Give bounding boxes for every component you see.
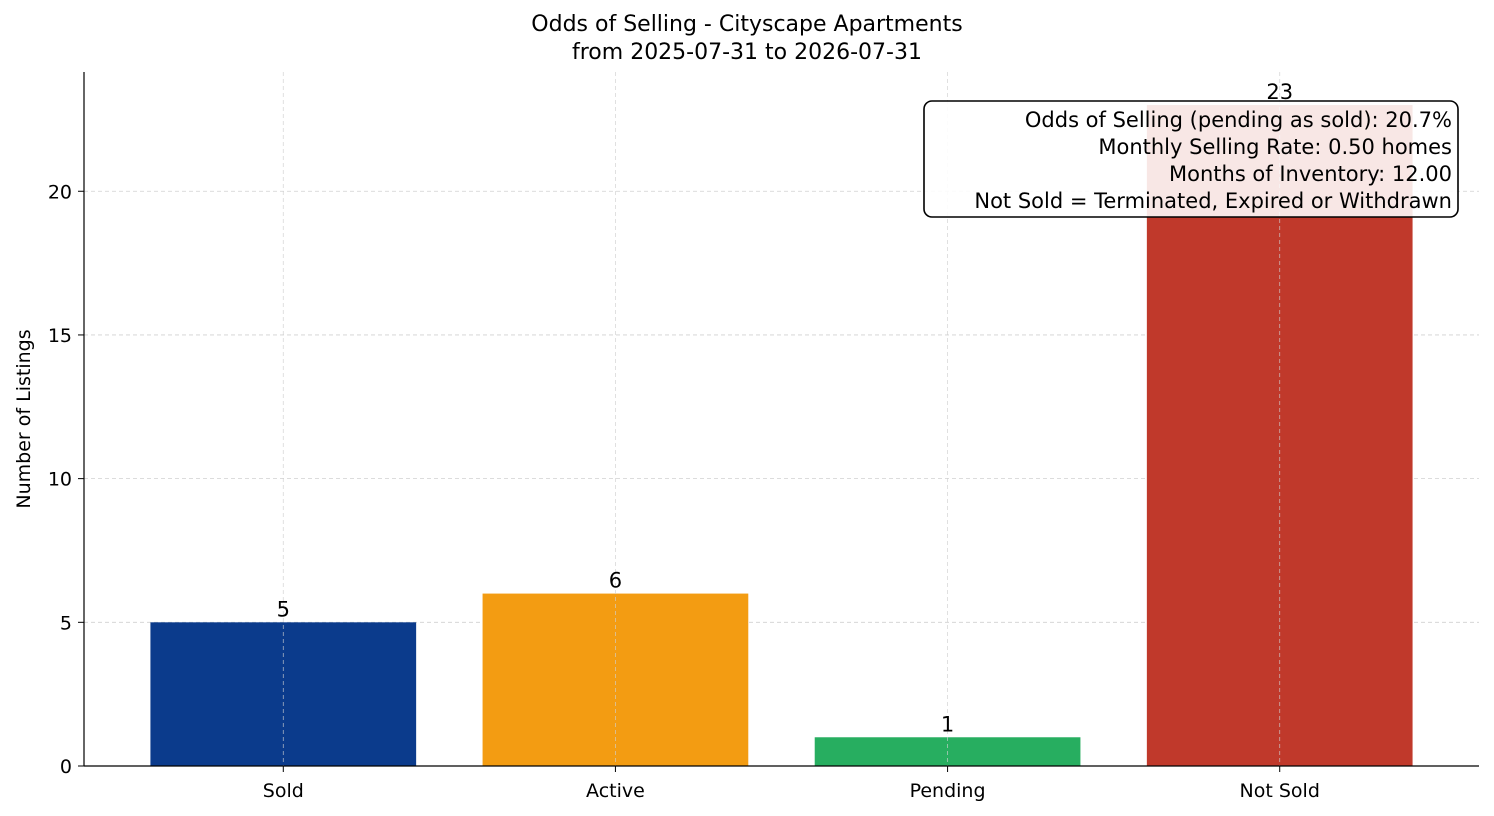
data-label: 6 — [609, 569, 622, 593]
y-tick-label: 5 — [60, 612, 72, 634]
y-tick-label: 20 — [48, 181, 72, 203]
y-tick-label: 10 — [48, 469, 72, 491]
annotation-frame — [923, 100, 1459, 218]
data-label: 5 — [277, 597, 290, 621]
x-tick-label: Sold — [263, 780, 304, 802]
y-tick-label: 15 — [48, 325, 72, 347]
data-labels: 5 6 1 23 — [277, 80, 1293, 736]
chart-title: Odds of Selling - Cityscape Apartments — [531, 12, 963, 37]
annotation-line: Odds of Selling (pending as sold): 20.7% — [1025, 108, 1452, 132]
y-tick-label: 0 — [60, 756, 72, 778]
x-tick-label: Not Sold — [1240, 780, 1320, 802]
x-tick-label: Active — [586, 780, 645, 802]
annotation-line: Not Sold = Terminated, Expired or Withdr… — [974, 189, 1452, 213]
annotation-box: Odds of Selling (pending as sold): 20.7%… — [923, 100, 1459, 218]
chart-subtitle: from 2025-07-31 to 2026-07-31 — [572, 40, 922, 65]
data-label: 1 — [941, 712, 954, 736]
data-label: 23 — [1266, 80, 1293, 104]
x-tick-label: Pending — [910, 780, 986, 802]
annotation-line: Months of Inventory: 12.00 — [1169, 162, 1452, 186]
y-axis-label: Number of Listings — [13, 329, 35, 508]
annotation-line: Monthly Selling Rate: 0.50 homes — [1098, 135, 1452, 159]
